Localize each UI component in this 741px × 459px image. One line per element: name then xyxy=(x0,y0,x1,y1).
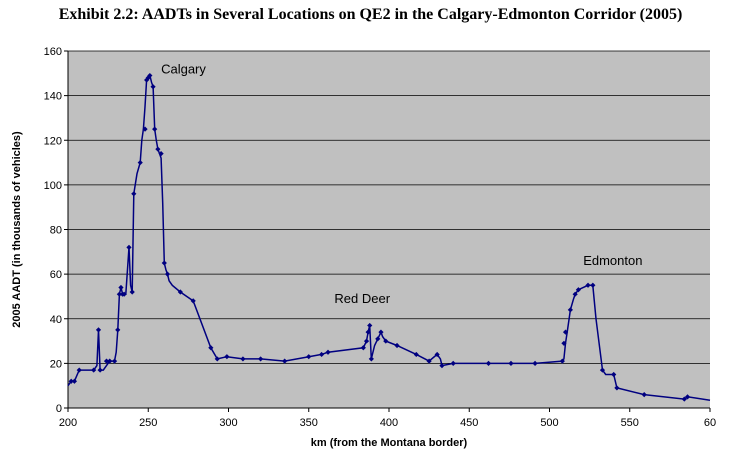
x-tick-label: 500 xyxy=(540,417,558,429)
city-annotation: Edmonton xyxy=(583,253,642,268)
data-point xyxy=(152,126,158,132)
data-point xyxy=(611,371,617,378)
data-point xyxy=(575,287,581,293)
data-point xyxy=(363,338,370,344)
data-point xyxy=(116,291,122,297)
tick-labels: 0 20 40 60 80 100 120 140 160 200 250 300 350 400 450 5… xyxy=(44,46,716,429)
city-annotation: Calgary xyxy=(161,61,206,76)
y-tick-label: 60 xyxy=(50,269,62,281)
data-point xyxy=(224,354,230,360)
x-axis-label: km (from the Montana border) xyxy=(311,437,468,449)
y-tick-label: 40 xyxy=(50,314,62,326)
y-tick-label: 140 xyxy=(44,91,62,103)
data-point xyxy=(562,329,569,335)
gridlines xyxy=(68,50,710,364)
y-tick-label: 120 xyxy=(44,135,62,147)
data-point xyxy=(426,358,432,364)
data-point xyxy=(71,378,78,384)
data-point xyxy=(164,271,171,277)
data-point xyxy=(103,358,110,364)
data-point xyxy=(375,336,381,342)
data-point xyxy=(95,327,102,333)
chart-title: Exhibit 2.2: AADTs in Several Locations … xyxy=(58,6,683,23)
data-point xyxy=(508,360,514,366)
data-point xyxy=(532,360,538,366)
data-point xyxy=(360,345,366,351)
data-point xyxy=(158,151,164,157)
y-tick-label: 100 xyxy=(44,180,62,192)
data-point xyxy=(107,358,113,364)
y-tick-label: 80 xyxy=(50,225,62,237)
data-point xyxy=(378,329,384,335)
x-tick-label: 200 xyxy=(59,417,77,429)
data-point xyxy=(150,84,156,90)
data-point xyxy=(76,367,82,373)
data-point xyxy=(258,356,264,362)
data-point xyxy=(641,392,647,398)
x-tick-label: 250 xyxy=(139,417,157,429)
data-markers xyxy=(68,72,691,402)
data-point xyxy=(561,340,567,346)
data-point xyxy=(394,342,400,349)
data-point xyxy=(97,367,103,373)
data-point xyxy=(121,291,127,297)
data-point xyxy=(325,349,331,355)
data-point xyxy=(118,284,124,291)
data-point xyxy=(368,356,374,362)
data-point xyxy=(367,322,373,329)
y-axis-label: 2005 AADT (in thousands of vehicles) xyxy=(11,131,23,328)
y-tick-label: 160 xyxy=(44,46,62,58)
annotations: Calgary Red Deer Edmonton xyxy=(161,61,642,306)
y-tick-label: 0 xyxy=(56,403,62,415)
data-point xyxy=(208,345,214,351)
data-point xyxy=(147,72,153,79)
data-point xyxy=(161,260,167,266)
data-point xyxy=(585,282,591,288)
data-point xyxy=(383,338,389,344)
data-point xyxy=(599,367,606,373)
data-point xyxy=(439,363,445,369)
data-point xyxy=(365,329,371,335)
data-point xyxy=(111,358,118,364)
data-point xyxy=(155,146,161,152)
data-point xyxy=(126,244,132,250)
data-point xyxy=(131,191,137,197)
data-point xyxy=(485,360,492,366)
data-point xyxy=(590,282,596,288)
data-point xyxy=(614,385,620,391)
data-point xyxy=(572,291,578,297)
data-point xyxy=(115,327,121,333)
data-point xyxy=(567,307,573,313)
data-point xyxy=(681,396,687,402)
data-point xyxy=(434,351,440,358)
data-point xyxy=(137,159,143,166)
data-point xyxy=(559,358,565,364)
data-point xyxy=(190,298,196,304)
data-point xyxy=(177,289,183,295)
data-point xyxy=(318,351,325,358)
data-point xyxy=(306,354,312,360)
data-point xyxy=(684,394,691,400)
data-point xyxy=(68,378,74,384)
data-point xyxy=(129,289,135,295)
data-point xyxy=(240,356,246,362)
x-tick-label: 450 xyxy=(460,417,478,429)
data-point xyxy=(142,126,148,132)
x-tick-label: 550 xyxy=(621,417,639,429)
data-point xyxy=(413,351,419,358)
data-point xyxy=(450,360,456,366)
x-tick-label: 60 xyxy=(704,417,716,429)
x-tick-label: 400 xyxy=(380,417,398,429)
data-point xyxy=(91,367,97,373)
data-point xyxy=(214,356,220,362)
data-point xyxy=(282,358,288,364)
x-tick-label: 300 xyxy=(219,417,237,429)
y-tick-label: 20 xyxy=(50,358,62,370)
city-annotation: Red Deer xyxy=(334,291,390,306)
x-tick-label: 350 xyxy=(300,417,318,429)
